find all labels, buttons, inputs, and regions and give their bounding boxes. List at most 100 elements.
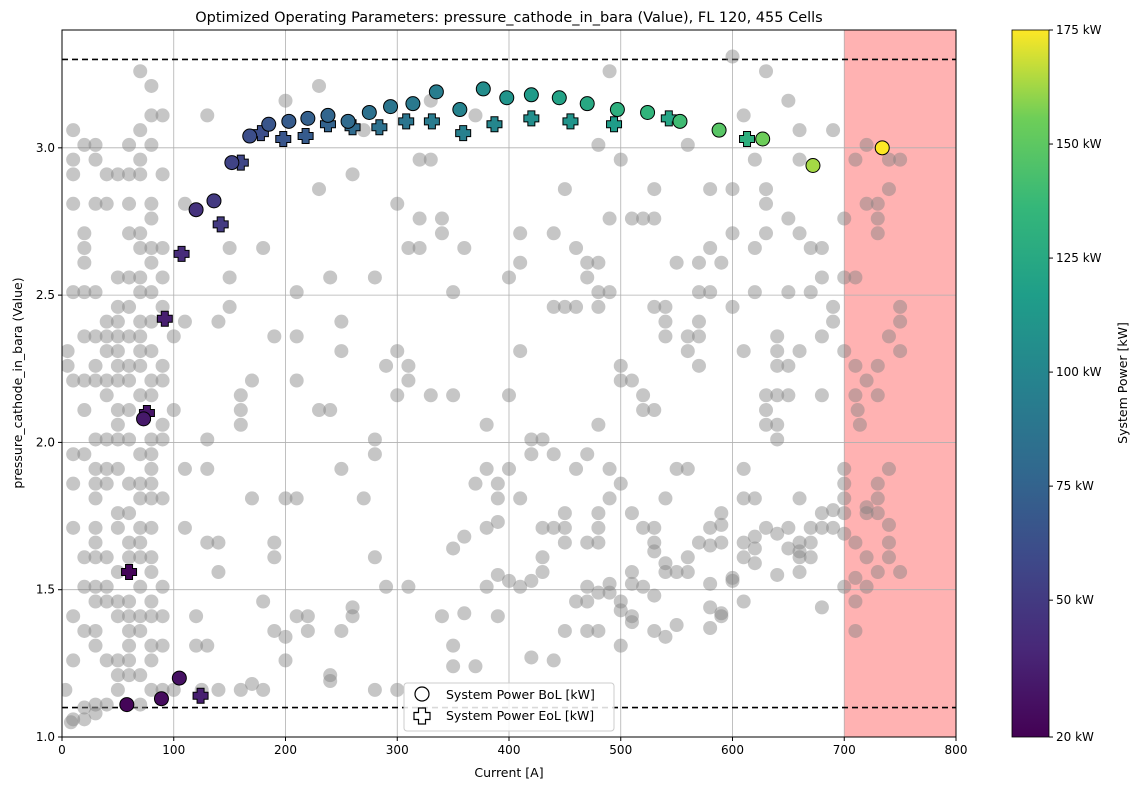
infeasible-point — [390, 682, 405, 697]
infeasible-point — [580, 270, 595, 285]
infeasible-point — [770, 358, 785, 373]
infeasible-point — [256, 682, 271, 697]
bol-point — [551, 90, 567, 106]
bol-point — [261, 116, 277, 132]
infeasible-point — [88, 579, 103, 594]
infeasible-point — [848, 570, 863, 585]
infeasible-point — [691, 329, 706, 344]
eol-point — [192, 687, 209, 704]
infeasible-point — [77, 403, 92, 418]
infeasible-point — [703, 240, 718, 255]
infeasible-point — [658, 329, 673, 344]
infeasible-point — [211, 565, 226, 580]
infeasible-point — [267, 623, 282, 638]
infeasible-point — [837, 211, 852, 226]
infeasible-point — [267, 329, 282, 344]
infeasible-point — [490, 609, 505, 624]
infeasible-point — [323, 674, 338, 689]
infeasible-point — [490, 567, 505, 582]
legend-bol-marker — [414, 686, 430, 702]
infeasible-point — [546, 226, 561, 241]
infeasible-point — [770, 567, 785, 582]
eol-point — [212, 216, 229, 233]
infeasible-point — [88, 461, 103, 476]
bol-point — [206, 193, 222, 209]
bol-point — [361, 104, 377, 120]
bol-point — [383, 99, 399, 115]
infeasible-point — [289, 609, 304, 624]
colorbar-tick-label: 50 kW — [1056, 593, 1094, 607]
infeasible-point — [870, 358, 885, 373]
infeasible-point — [345, 609, 360, 624]
x-tick-label: 300 — [386, 743, 409, 757]
infeasible-point — [826, 123, 841, 138]
y-tick-label: 3.0 — [36, 141, 55, 155]
infeasible-point — [88, 137, 103, 152]
infeasible-point — [144, 285, 159, 300]
bol-point — [579, 96, 595, 112]
infeasible-point — [502, 573, 516, 588]
infeasible-point — [870, 226, 885, 241]
infeasible-point — [703, 182, 718, 197]
infeasible-point — [99, 461, 114, 476]
infeasible-point — [88, 491, 103, 506]
infeasible-point — [110, 299, 125, 314]
infeasible-point — [881, 517, 896, 532]
legend-box — [403, 682, 615, 732]
infeasible-point — [848, 270, 863, 285]
infeasible-point — [647, 623, 662, 638]
colorbar-gradient — [1011, 29, 1050, 738]
infeasible-point — [591, 417, 606, 432]
infeasible-point — [289, 285, 304, 300]
infeasible-point — [446, 638, 461, 653]
infeasible-point — [613, 638, 628, 653]
infeasible-point — [200, 535, 215, 550]
infeasible-point — [144, 638, 159, 653]
infeasible-point — [133, 358, 148, 373]
infeasible-point — [602, 64, 617, 79]
infeasible-point — [122, 358, 137, 373]
infeasible-point — [859, 500, 874, 515]
infeasible-point — [580, 535, 595, 550]
infeasible-point — [859, 373, 874, 388]
infeasible-point — [66, 609, 81, 624]
infeasible-point — [747, 240, 762, 255]
infeasible-point — [267, 550, 282, 565]
infeasible-point — [870, 491, 885, 506]
infeasible-point — [759, 226, 774, 241]
eol-point — [660, 110, 677, 127]
infeasible-point — [110, 432, 125, 447]
bol-point — [711, 122, 727, 138]
infeasible-point — [155, 638, 170, 653]
infeasible-point — [62, 344, 75, 359]
infeasible-point — [680, 550, 695, 565]
infeasible-point — [267, 535, 282, 550]
infeasible-point — [88, 373, 103, 388]
infeasible-point — [133, 388, 148, 403]
infeasible-point — [624, 609, 639, 624]
infeasible-point — [144, 682, 159, 697]
infeasible-point — [859, 196, 874, 211]
infeasible-point — [714, 609, 729, 624]
infeasible-point — [122, 653, 137, 668]
bol-point — [640, 104, 656, 120]
infeasible-point — [334, 314, 349, 329]
infeasible-point — [792, 344, 807, 359]
infeasible-point — [691, 314, 706, 329]
infeasible-point — [479, 579, 494, 594]
eol-point — [562, 113, 579, 130]
infeasible-point — [66, 520, 81, 535]
infeasible-point — [144, 653, 159, 668]
bol-point — [428, 84, 444, 100]
infeasible-point — [602, 491, 617, 506]
infeasible-point — [569, 461, 584, 476]
infeasible-point — [759, 417, 774, 432]
infeasible-point — [155, 417, 170, 432]
infeasible-point — [144, 476, 159, 491]
infeasible-point — [133, 520, 148, 535]
infeasible-point — [155, 270, 170, 285]
infeasible-point — [244, 373, 259, 388]
infeasible-point — [110, 270, 125, 285]
infeasible-point — [557, 535, 572, 550]
